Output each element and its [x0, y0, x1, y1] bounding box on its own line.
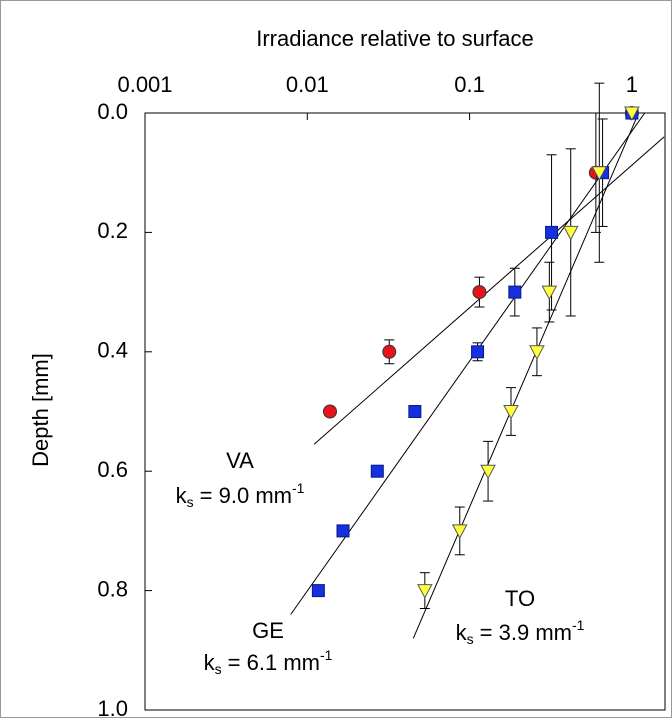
- annotation-k: ks = 3.9 mm-1: [456, 617, 585, 647]
- k: k: [204, 650, 216, 675]
- point: [336, 524, 350, 538]
- annotation-name: VA: [226, 448, 254, 473]
- x-tick-label: 0.001: [117, 72, 172, 97]
- k-sub: s: [215, 661, 222, 677]
- point: [545, 225, 559, 239]
- x-tick-label: 1: [626, 72, 638, 97]
- fit-line: [412, 112, 640, 639]
- k: k: [176, 483, 188, 508]
- x-tick-label: 0.1: [454, 72, 485, 97]
- annotation-name: GE: [252, 618, 284, 643]
- point: [471, 345, 485, 359]
- k-sup: -1: [292, 480, 305, 496]
- point: [416, 584, 433, 599]
- x-axis-label: Irradiance relative to surface: [256, 26, 534, 51]
- k-eq: = 6.1 mm: [222, 650, 320, 675]
- point: [472, 285, 487, 300]
- k-eq: = 9.0 mm: [194, 483, 292, 508]
- y-tick-label: 0.6: [97, 457, 128, 482]
- point: [503, 405, 519, 420]
- annotation-name: TO: [505, 586, 535, 611]
- k-eq: = 3.9 mm: [474, 620, 572, 645]
- k-sup: -1: [320, 647, 333, 663]
- annotation-k: ks = 6.1 mm-1: [204, 647, 333, 677]
- y-tick-label: 0.2: [97, 218, 128, 243]
- point: [541, 285, 558, 301]
- y-axis-label: Depth [mm]: [28, 353, 53, 467]
- point: [370, 464, 384, 478]
- y-tick-label: 0.8: [97, 576, 128, 601]
- point: [624, 106, 640, 122]
- fit-line: [290, 112, 646, 615]
- point: [508, 285, 522, 299]
- plot-area: [144, 112, 666, 711]
- point: [311, 584, 325, 598]
- point: [529, 345, 545, 360]
- k-sup: -1: [572, 617, 585, 633]
- annotation-k: ks = 9.0 mm-1: [176, 480, 305, 510]
- point: [480, 464, 496, 480]
- point: [382, 344, 397, 359]
- k-sub: s: [187, 494, 194, 510]
- y-tick-label: 0.0: [97, 99, 128, 124]
- x-tick-label: 0.01: [286, 72, 329, 97]
- y-tick-label: 0.4: [97, 338, 128, 363]
- point: [451, 524, 468, 539]
- fit-line: [313, 136, 665, 445]
- point: [562, 225, 579, 241]
- y-tick-label: 1.0: [97, 696, 128, 718]
- point: [322, 404, 337, 419]
- point: [408, 405, 422, 418]
- k: k: [456, 620, 468, 645]
- point: [591, 166, 608, 181]
- k-sub: s: [467, 631, 474, 647]
